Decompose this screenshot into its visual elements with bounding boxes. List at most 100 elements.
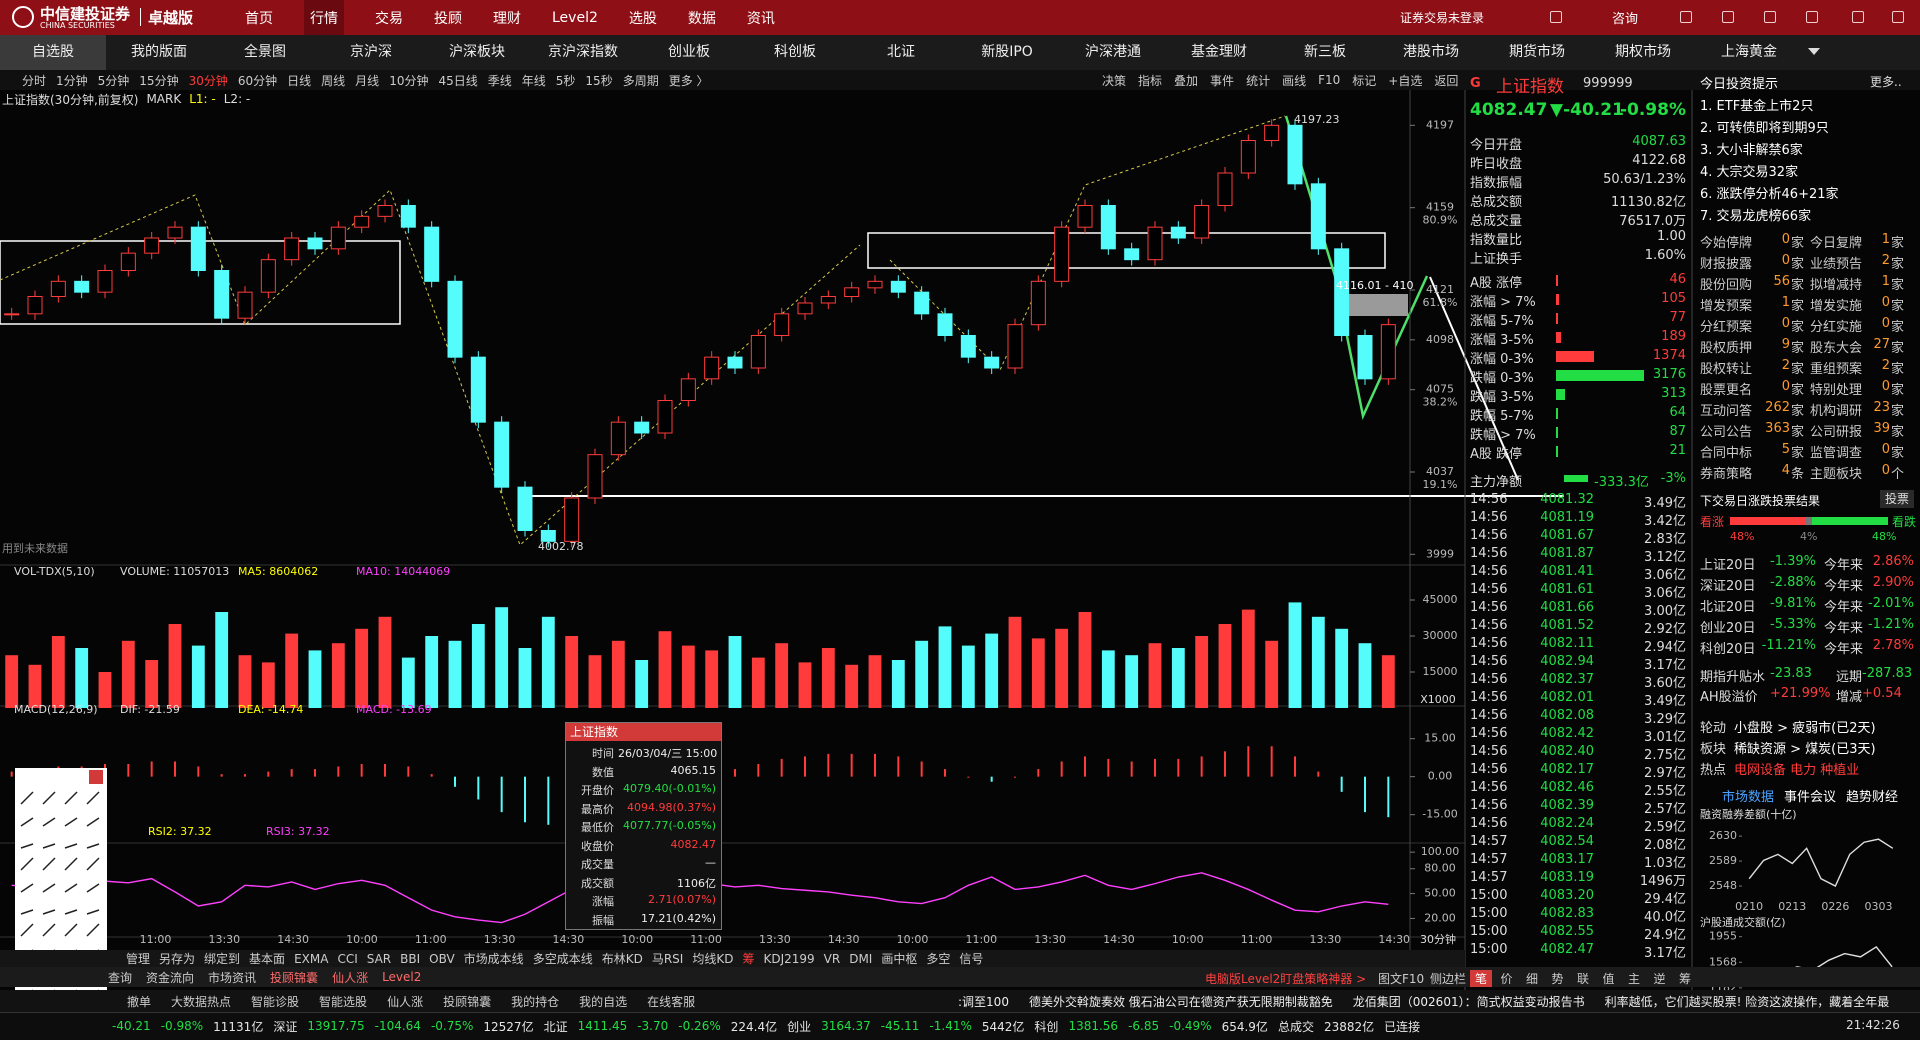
quote-tab[interactable]: 主 <box>1627 972 1640 986</box>
quote-tab[interactable]: 细 <box>1525 972 1538 986</box>
bottom-right-tab[interactable]: 侧边栏 <box>1430 972 1467 986</box>
indicator[interactable]: 均线KD <box>692 952 734 966</box>
data-tab[interactable]: 事件会议 <box>1784 790 1837 805</box>
tab[interactable]: 港股市场 <box>1403 44 1459 60</box>
bottom-tab[interactable]: 市场资讯 <box>208 970 257 985</box>
indicator[interactable]: BBI <box>400 951 421 966</box>
quote-tab[interactable]: 笔 <box>1470 970 1492 987</box>
menu-item[interactable]: Level2 <box>552 9 598 26</box>
menu-item[interactable]: 行情 <box>304 0 344 36</box>
tab[interactable]: 我的版面 <box>131 44 187 60</box>
period[interactable]: 5分钟 <box>97 73 130 88</box>
chart-tool[interactable]: 画线 <box>1282 73 1307 88</box>
period[interactable]: 45日线 <box>438 73 478 88</box>
tab[interactable]: 新股IPO <box>981 44 1033 60</box>
tip[interactable]: 3. 大小非解禁6家 <box>1700 143 1803 158</box>
bottom-tab[interactable]: 投顾锦囊 <box>270 970 319 985</box>
promo[interactable]: 电脑版Level2盯盘策略神器 > <box>1205 972 1367 986</box>
indicator[interactable]: OBV <box>429 951 455 966</box>
tab[interactable]: 沪深板块 <box>449 44 505 60</box>
indicator[interactable]: SAR <box>366 951 392 966</box>
period[interactable]: 季线 <box>487 73 512 88</box>
indicator[interactable]: 布林KD <box>601 952 643 966</box>
quote-tab[interactable]: 逆 <box>1653 972 1666 986</box>
toolbar-button[interactable]: 仙人涨 <box>387 994 424 1009</box>
period[interactable]: 30分钟 <box>188 73 228 88</box>
indicator[interactable]: 多空 <box>926 952 951 966</box>
indicator[interactable]: VR <box>823 951 841 966</box>
period[interactable]: 15分钟 <box>139 73 179 88</box>
tab[interactable]: 自选股 <box>0 35 106 70</box>
toolbar-button[interactable]: 我的自选 <box>579 994 628 1009</box>
login-status[interactable]: 证券交易未登录 <box>1400 11 1485 25</box>
period[interactable]: 60分钟 <box>237 73 278 88</box>
indicator[interactable]: 管理 <box>126 952 151 966</box>
palette-close[interactable] <box>89 770 103 784</box>
tab[interactable]: 沪深港通 <box>1085 44 1141 60</box>
menu-item[interactable]: 数据 <box>687 10 716 27</box>
period[interactable]: 10分钟 <box>389 73 429 88</box>
tab[interactable]: 北证 <box>887 44 915 60</box>
toolbar-button[interactable]: 投顾锦囊 <box>443 994 492 1009</box>
toolbar-button[interactable]: 智能选股 <box>319 994 368 1009</box>
tab[interactable]: 京沪深指数 <box>548 44 618 60</box>
tab[interactable]: 期权市场 <box>1615 44 1671 60</box>
menu-item[interactable]: 资讯 <box>746 10 775 27</box>
toolbar-button[interactable]: 智能诊股 <box>251 994 300 1009</box>
toolbar-button[interactable]: 我的持仓 <box>511 994 560 1009</box>
tab[interactable]: 基金理财 <box>1191 44 1247 60</box>
indicator[interactable]: DMI <box>849 951 873 966</box>
menu-item[interactable]: 首页 <box>245 10 273 27</box>
indicator[interactable]: 马RSI <box>651 952 684 966</box>
window-icon[interactable] <box>1892 11 1904 23</box>
window-icon[interactable] <box>1550 11 1562 23</box>
news-item[interactable]: :调至100 <box>958 994 1009 1009</box>
period[interactable]: 15秒 <box>585 73 613 88</box>
bottom-tab[interactable]: 查询 <box>108 970 133 985</box>
indicator[interactable]: 基本面 <box>249 952 286 966</box>
vote-button[interactable]: 投票 <box>1880 490 1914 508</box>
bottom-tab[interactable]: Level2 <box>382 970 422 984</box>
indicator[interactable]: CCI <box>337 951 358 966</box>
tab[interactable]: 创业板 <box>668 44 710 60</box>
quote-tab[interactable]: 值 <box>1602 972 1615 986</box>
help[interactable]: 咨询 <box>1612 12 1639 27</box>
indicator[interactable]: 筹 <box>742 952 755 966</box>
indicator[interactable]: 另存为 <box>159 952 196 966</box>
tab[interactable]: 上海黄金 <box>1721 44 1777 60</box>
chart-tool[interactable]: +自选 <box>1388 73 1423 88</box>
window-icon[interactable] <box>1722 11 1734 23</box>
period[interactable]: 月线 <box>355 73 380 88</box>
menu-item[interactable]: 交易 <box>375 10 403 27</box>
toolbar-button[interactable]: 撤单 <box>127 994 152 1009</box>
info-more[interactable]: 更多.. <box>1870 75 1902 89</box>
tab[interactable]: 科创板 <box>774 44 816 60</box>
indicator[interactable]: 信号 <box>959 952 984 966</box>
news-item[interactable]: 德美外交斡旋奏效 俄石油公司在德资产获无限期制裁豁免 <box>1028 994 1333 1009</box>
period[interactable]: 多周期 <box>622 73 659 88</box>
tab[interactable]: 京沪深 <box>350 44 392 60</box>
indicator[interactable]: KDJ2199 <box>763 951 815 966</box>
indicator[interactable]: EXMA <box>294 951 329 966</box>
period[interactable]: 年线 <box>521 73 546 88</box>
tip[interactable]: 2. 可转债即将到期9只 <box>1700 121 1829 136</box>
quote-tab[interactable]: 联 <box>1576 972 1589 986</box>
tab[interactable]: 期货市场 <box>1509 44 1565 60</box>
quote-tab[interactable]: 势 <box>1551 972 1564 986</box>
tip[interactable]: 7. 交易龙虎榜66家 <box>1700 209 1812 224</box>
news-item[interactable]: 利率越低，它们越买股票! 险资这波操作，藏着全年最 <box>1604 994 1890 1009</box>
chart-tool[interactable]: 指标 <box>1138 73 1163 88</box>
period[interactable]: 周线 <box>321 73 346 88</box>
indicator[interactable]: 画中枢 <box>881 952 918 966</box>
menu-item[interactable]: 选股 <box>628 10 657 27</box>
bottom-right-tab[interactable]: 图文F10 <box>1378 972 1425 986</box>
quote-tab[interactable]: 价 <box>1500 972 1513 986</box>
indicator[interactable]: 市场成本线 <box>463 952 524 966</box>
chart-tool[interactable]: 事件 <box>1210 73 1235 88</box>
toolbar-button[interactable]: 在线客服 <box>647 994 696 1009</box>
bottom-tab[interactable]: 仙人涨 <box>332 970 369 985</box>
chart-tool[interactable]: 决策 <box>1102 73 1127 88</box>
chart-tool[interactable]: 叠加 <box>1174 73 1199 88</box>
tip[interactable]: 4. 大宗交易32家 <box>1700 165 1799 180</box>
window-icon[interactable] <box>1852 11 1864 23</box>
